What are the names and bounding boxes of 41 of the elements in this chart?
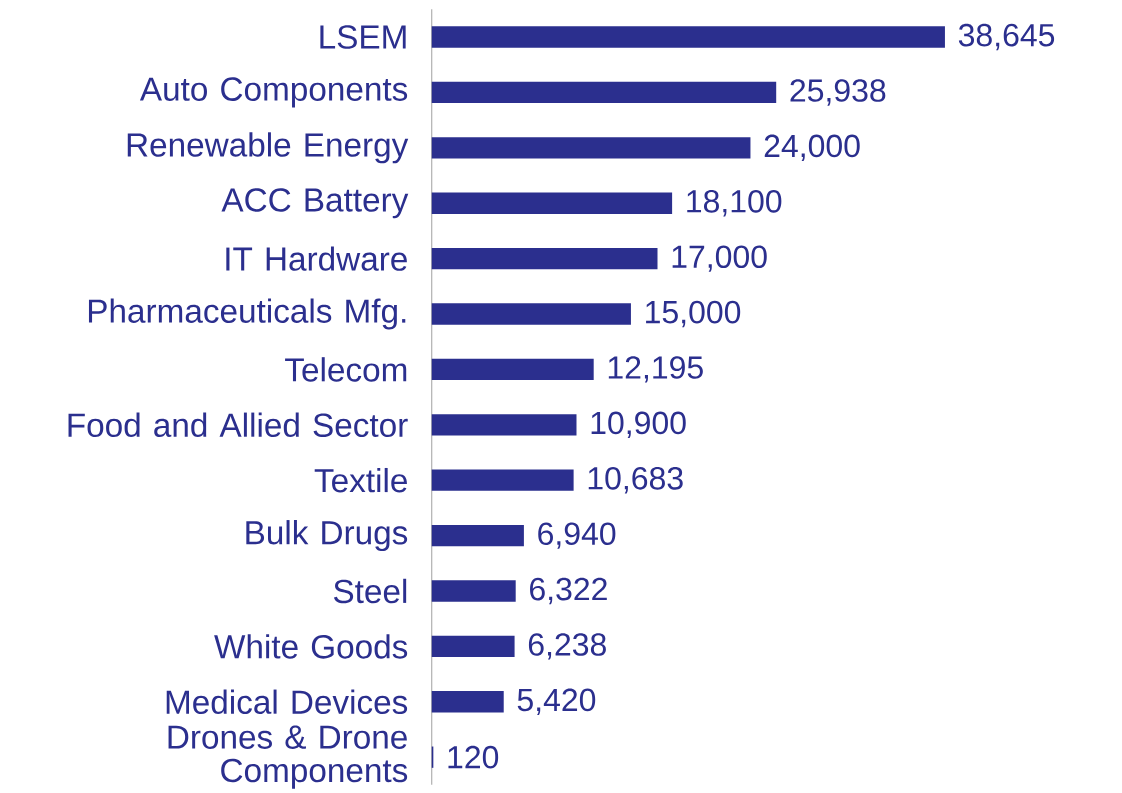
bar — [431, 635, 515, 658]
y-tick-label: Food and Allied Sector — [68, 412, 408, 438]
bar — [431, 137, 751, 159]
data-label: 18,100 — [687, 190, 782, 217]
bar — [431, 358, 594, 381]
bar — [431, 26, 945, 48]
data-label: 6,322 — [530, 577, 607, 605]
bar — [431, 414, 577, 436]
y-tick-label: Auto Components — [139, 77, 408, 108]
y-tick-label: ACC Battery — [221, 188, 409, 219]
y-tick-label: Renewable Energy — [127, 132, 409, 164]
data-label: 120 — [448, 745, 499, 769]
data-label: 17,000 — [672, 245, 767, 272]
y-tick-label: Drones & Drone Components — [168, 725, 408, 789]
y-tick-label: LSEM — [320, 25, 406, 49]
data-label: 15,000 — [646, 300, 741, 328]
bar — [431, 81, 777, 104]
bar — [431, 524, 524, 547]
data-label: 25,938 — [790, 79, 886, 106]
bar — [431, 192, 673, 214]
data-label: 24,000 — [764, 134, 860, 162]
y-tick-label: Medical Devices — [166, 689, 408, 715]
y-tick-label: Pharmaceuticals Mfg. — [88, 298, 406, 330]
y-tick-label: Telecom — [285, 357, 407, 382]
y-tick-label: Textile — [314, 468, 407, 493]
bar — [431, 691, 504, 713]
y-tick-label: Bulk Drugs — [246, 520, 408, 552]
data-label: 6,238 — [528, 633, 606, 660]
data-label: 10,900 — [591, 411, 686, 439]
data-label: 5,420 — [517, 688, 596, 716]
y-tick-label: IT Hardware — [226, 246, 407, 271]
bar — [431, 303, 631, 325]
data-label: 10,683 — [588, 467, 683, 494]
data-label: 6,940 — [538, 522, 616, 549]
bar — [431, 580, 516, 602]
y-tick-label: White Goods — [214, 634, 408, 659]
bar — [431, 248, 658, 270]
bar — [431, 469, 574, 491]
y-tick-label: Steel — [333, 578, 407, 604]
data-label: 12,195 — [608, 356, 703, 383]
data-label: 38,645 — [958, 23, 1055, 51]
